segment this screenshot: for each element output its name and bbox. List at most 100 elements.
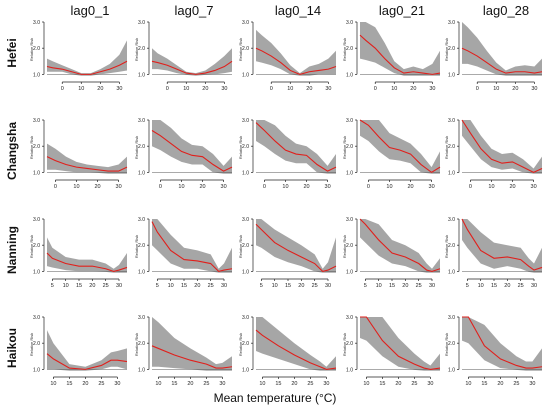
panel-nanning-lag0-1: 1.0 2.0 3.0 Relative Risk 5 10 15 20 25 30 [29,217,128,289]
x-tick-label: 0 [159,184,162,190]
risk-curve [255,122,337,172]
risk-curve [151,345,233,369]
y-tick-label: 2.0 [33,341,40,347]
x-tick-label: 30 [531,184,537,190]
risk-curve [359,218,441,272]
x-tick-label: 10 [478,283,484,289]
y-tick-label: 3.0 [33,20,40,26]
x-tick-label: 0 [166,86,169,92]
x-tick-label: 15 [491,283,497,289]
y-tick-label: 3.0 [138,20,145,26]
y-tick-label: 1.0 [33,170,40,176]
y-tick-label: 3.0 [448,217,455,223]
confidence-band [360,120,440,174]
x-tick-label: 25 [208,283,214,289]
confidence-band [256,29,336,76]
y-axis-title: Relative Risk [444,38,449,61]
x-tick-label: 10 [376,283,382,289]
x-tick-label: 20 [199,184,205,190]
x-tick-label: 15 [66,381,72,387]
risk-curve [359,119,441,174]
y-tick-label: 2.0 [138,243,145,249]
x-tick-label: 30 [427,381,433,387]
confidence-band [152,317,232,371]
risk-curve [255,329,337,370]
x-tick-label: 15 [285,283,291,289]
confidence-band [152,219,232,273]
lag-title-2: lag0_7 [174,3,214,18]
x-tick-label: 25 [312,283,318,289]
x-tick-label: 10 [391,86,397,92]
y-axis-title: Relative Risk [444,136,449,159]
panel-hefei-lag0-14: 1.0 2.0 3.0 Relative Risk 0 10 20 30 [238,20,337,92]
risk-curve [461,119,543,173]
x-tick-label: 30 [429,184,435,190]
x-tick-label: 30 [325,86,331,92]
x-tick-label: 10 [488,184,494,190]
y-axis-title: Relative Risk [134,235,139,258]
x-tick-label: 20 [512,86,518,92]
lag-title-5: lag0_28 [482,3,530,18]
y-tick-label: 1.0 [242,367,249,373]
x-tick-label: 0 [476,86,479,92]
x-tick-label: 10 [363,381,369,387]
x-tick-label: 25 [203,381,209,387]
y-tick-label: 3.0 [242,118,249,124]
x-tick-label: 5 [364,283,367,289]
x-tick-label: 20 [202,86,208,92]
x-tick-label: 10 [272,283,278,289]
y-tick-label: 1.0 [33,367,40,373]
y-tick-label: 3.0 [138,217,145,223]
y-tick-label: 3.0 [33,217,40,223]
x-tick-label: 25 [513,381,519,387]
y-tick-label: 2.0 [242,341,249,347]
panel-haikou-lag0-14: 1.0 2.0 3.0 Relative Risk 10 15 20 25 30 [238,315,337,387]
y-tick-label: 1.0 [346,367,353,373]
confidence-band [462,22,542,76]
x-tick-label: 25 [103,283,109,289]
confidence-band [462,120,542,174]
x-tick-label: 20 [97,86,103,92]
risk-curve [151,60,233,75]
confidence-band [360,219,440,273]
x-tick-label: 20 [291,381,297,387]
x-tick-label: 0 [61,86,64,92]
y-tick-label: 1.0 [448,72,455,78]
x-tick-label: 30 [116,283,122,289]
y-axis-title: Relative Risk [134,136,139,159]
y-tick-label: 2.0 [448,341,455,347]
x-tick-label: 20 [509,184,515,190]
y-tick-label: 1.0 [33,269,40,275]
x-axis-label: Mean temperature (°C) [213,391,337,405]
y-tick-label: 2.0 [346,243,353,249]
y-tick-label: 3.0 [138,315,145,321]
x-tick-label: 30 [325,283,331,289]
x-tick-label: 20 [306,86,312,92]
y-tick-label: 1.0 [33,72,40,78]
x-tick-label: 20 [407,184,413,190]
y-tick-label: 2.0 [242,243,249,249]
y-tick-label: 3.0 [346,315,353,321]
x-tick-label: 5 [260,283,263,289]
confidence-band [47,330,127,371]
y-tick-label: 1.0 [448,269,455,275]
confidence-band [256,219,336,273]
x-tick-label: 20 [298,283,304,289]
risk-curve [461,218,543,271]
y-tick-label: 2.0 [138,144,145,150]
panel-haikou-lag0-28: 1.0 2.0 3.0 Relative Risk 10 15 20 25 30 [444,315,543,387]
panel-hefei-lag0-28: 1.0 2.0 3.0 Relative Risk 0 10 20 30 [444,20,543,92]
y-tick-label: 2.0 [242,144,249,150]
y-tick-label: 3.0 [448,118,455,124]
y-tick-label: 1.0 [448,170,455,176]
y-axis-title: Relative Risk [134,333,139,356]
y-axis-title: Relative Risk [238,333,243,356]
x-tick-label: 0 [54,184,57,190]
panel-hefei-lag0-21: 1.0 2.0 3.0 Relative Risk 0 10 20 30 [342,20,441,92]
y-tick-label: 3.0 [242,217,249,223]
x-tick-label: 10 [73,184,79,190]
panel-changsha-lag0-28: 1.0 2.0 3.0 Relative Risk 0 10 20 30 [444,118,543,190]
x-tick-label: 30 [219,381,225,387]
y-tick-label: 2.0 [448,144,455,150]
x-tick-label: 5 [466,283,469,289]
